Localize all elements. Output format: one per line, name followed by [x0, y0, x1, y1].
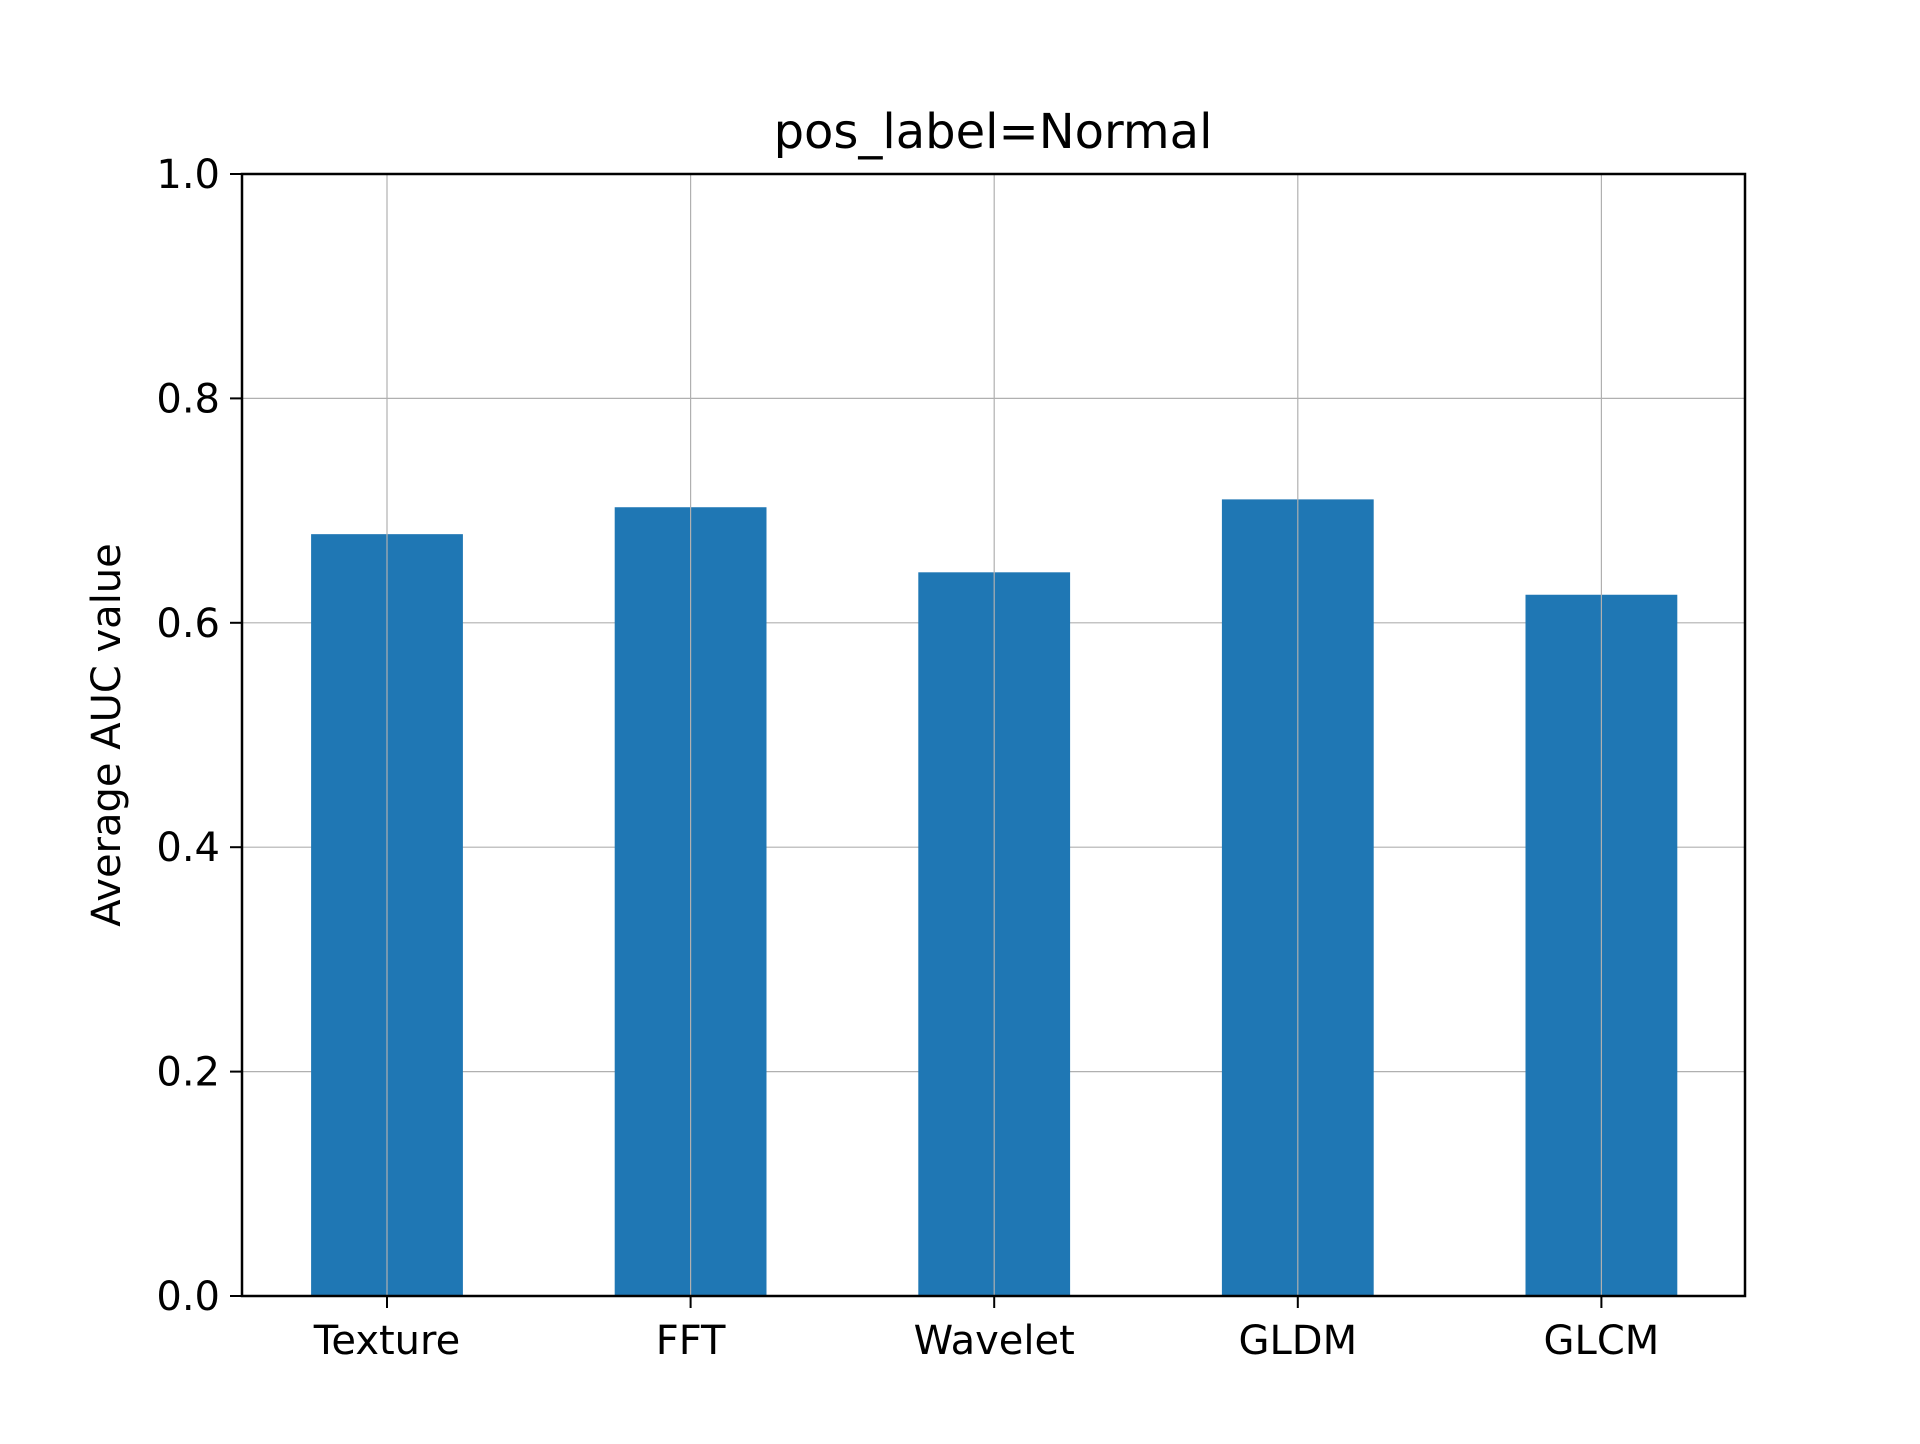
- y-tick-label: 0.6: [156, 601, 220, 647]
- y-tick-label: 0.2: [156, 1050, 220, 1096]
- y-tick-label: 0.0: [156, 1274, 220, 1320]
- vertical-grid-lines: [386, 174, 1603, 1296]
- y-tick-label: 0.8: [156, 376, 220, 422]
- y-tick-label: 0.4: [156, 825, 220, 871]
- x-tick-label: Wavelet: [914, 1318, 1075, 1364]
- x-tick-label: FFT: [656, 1318, 726, 1364]
- x-tick-label: GLDM: [1239, 1318, 1358, 1364]
- y-axis-label: Average AUC value: [84, 543, 130, 927]
- y-axis-ticks: 0.0 0.2 0.4 0.6 0.8 1.0: [156, 152, 242, 1320]
- chart-title: pos_label=Normal: [774, 104, 1213, 160]
- x-tick-label: GLCM: [1544, 1318, 1660, 1364]
- x-tick-label: Texture: [313, 1318, 460, 1364]
- y-tick-label: 1.0: [156, 152, 220, 198]
- x-axis-ticks: Texture FFT Wavelet GLDM GLCM: [313, 1296, 1659, 1364]
